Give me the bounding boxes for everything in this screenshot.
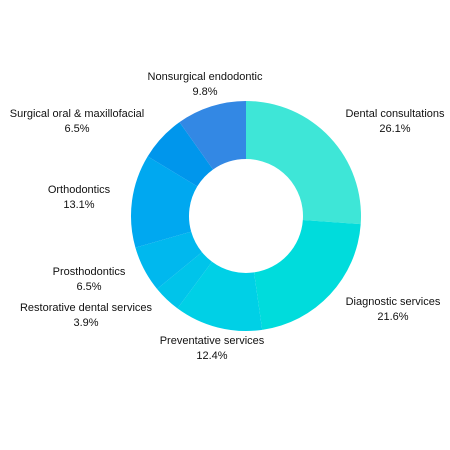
slice-label: Prosthodontics [53,266,126,278]
slice-label: Dental consultations [345,108,445,120]
slice-label: Preventative services [160,335,265,347]
donut-slice [254,220,361,330]
slice-value-label: 13.1% [63,199,94,211]
slice-value-label: 21.6% [377,311,408,323]
donut-slice [246,101,361,225]
donut-slice [157,252,213,309]
slice-value-label: 12.4% [196,350,227,362]
donut-slice [147,122,214,187]
donut-slice [131,156,198,248]
donut-slice [179,101,246,170]
donut-slice [177,261,263,331]
slice-value-label: 9.8% [192,86,217,98]
slice-label: Restorative dental services [20,302,153,314]
slice-value-label: 3.9% [73,317,98,329]
slice-label: Surgical oral & maxillofacial [10,108,145,120]
slice-value-label: 6.5% [64,123,89,135]
slice-label: Nonsurgical endodontic [148,71,263,83]
slice-label: Diagnostic services [346,296,441,308]
slice-label: Orthodontics [48,184,111,196]
slice-value-label: 26.1% [379,123,410,135]
slice-value-label: 6.5% [76,281,101,293]
donut-slice [135,231,202,289]
